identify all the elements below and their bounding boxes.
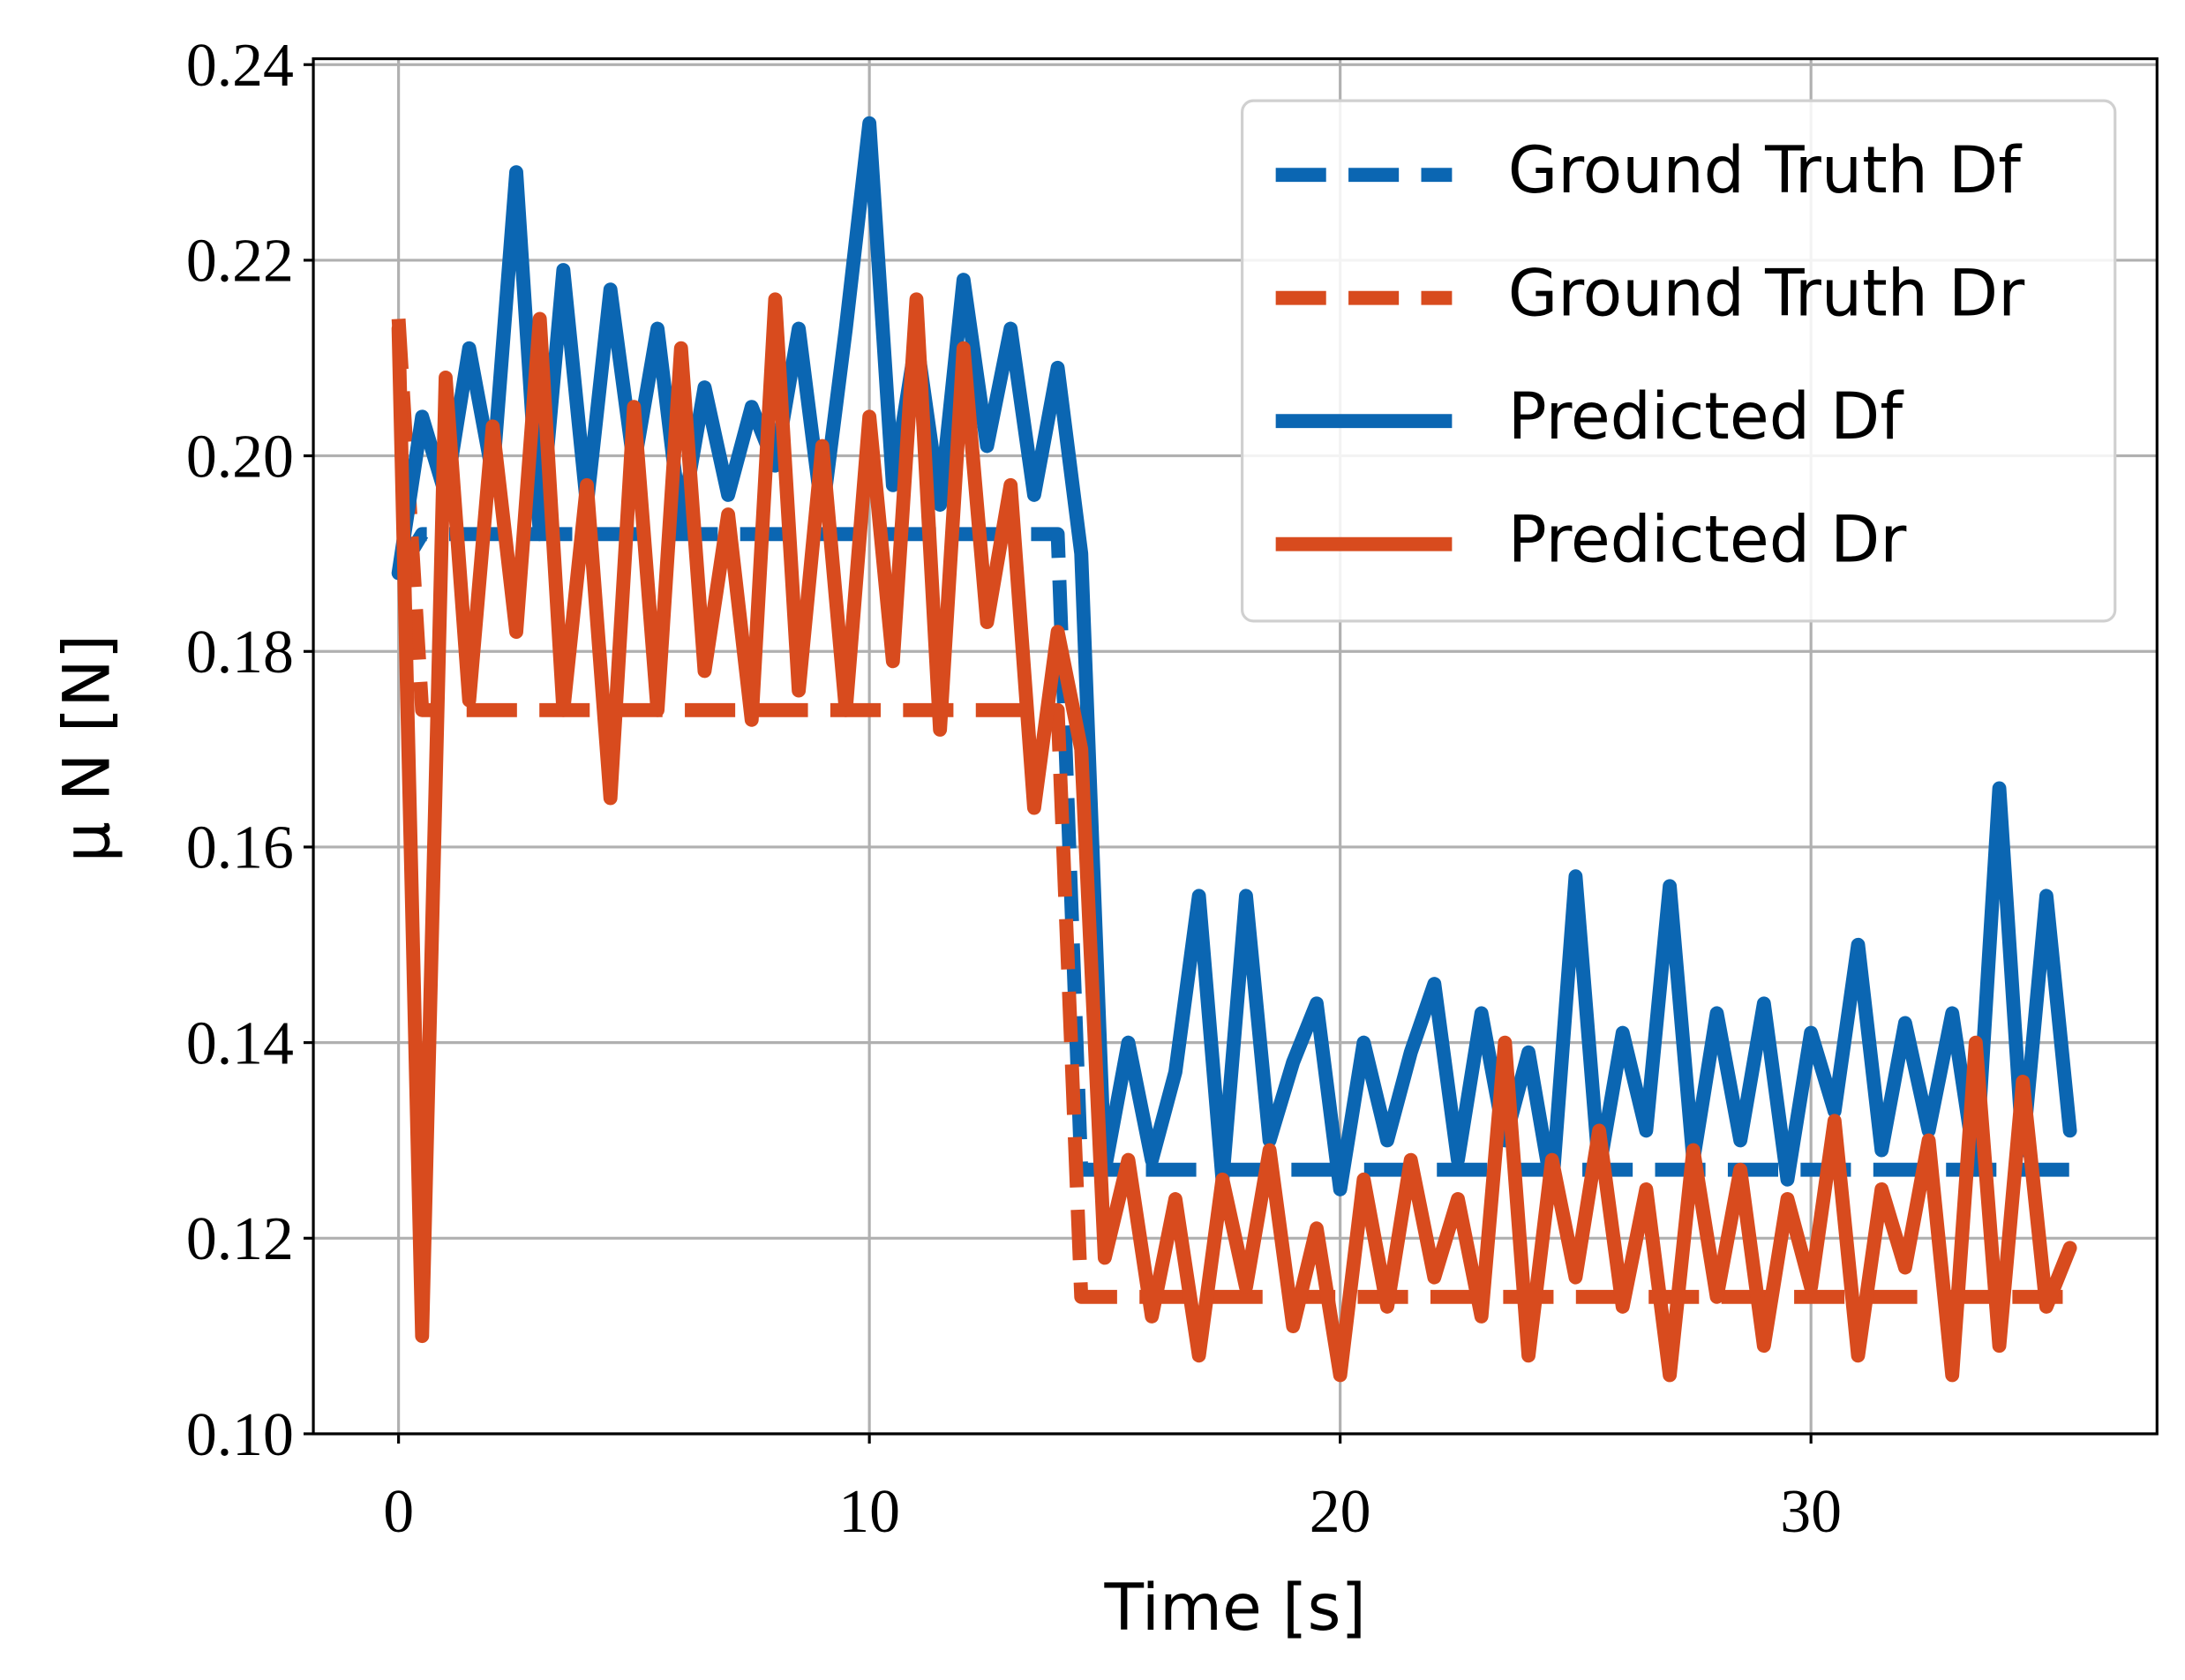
- legend-box: [1241, 99, 2117, 623]
- y-tick-label: 0.22: [186, 228, 294, 296]
- x-tick-label: 20: [1310, 1478, 1371, 1546]
- data-line: [391, 318, 2070, 1304]
- y-tick-label: 0.12: [186, 1205, 294, 1273]
- x-axis-label: Time [s]: [1103, 1571, 1365, 1646]
- legend-label: Ground Truth Df: [1508, 133, 2023, 208]
- y-tick-label: 0.10: [186, 1401, 294, 1469]
- data-line: [391, 292, 2077, 1383]
- plot-frame: [312, 56, 2159, 1436]
- legend-label: Predicted Dr: [1508, 503, 1907, 578]
- data-line: [392, 527, 2070, 1177]
- y-tick-label: 0.18: [186, 619, 294, 686]
- y-tick-label: 0.14: [186, 1009, 294, 1077]
- y-tick-label: 0.20: [186, 423, 294, 491]
- legend-label: Predicted Df: [1508, 379, 1905, 454]
- y-tick-label: 0.16: [186, 814, 294, 882]
- x-tick-label: 0: [383, 1478, 414, 1546]
- y-tick-label: 0.24: [186, 32, 294, 100]
- y-axis-label: μ N [N]: [50, 634, 125, 863]
- x-tick-label: 30: [1780, 1478, 1842, 1546]
- legend-label: Ground Truth Dr: [1508, 257, 2024, 332]
- x-tick-label: 10: [838, 1478, 900, 1546]
